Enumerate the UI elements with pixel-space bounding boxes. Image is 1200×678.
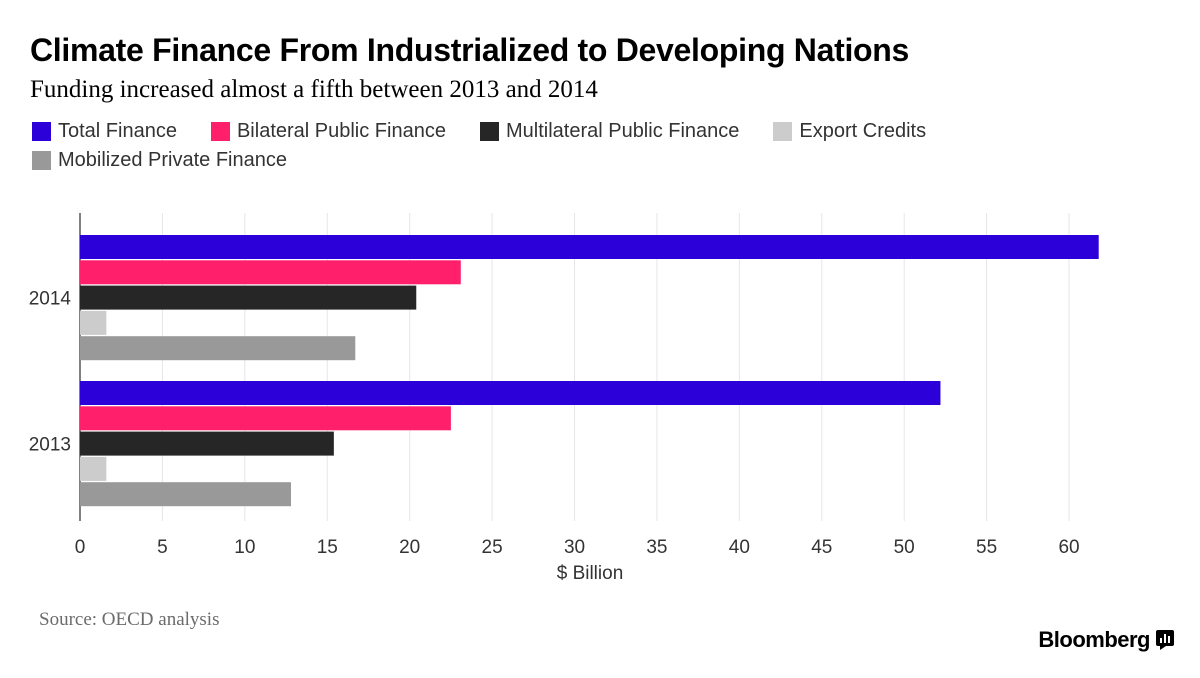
legend-swatch [32, 150, 51, 170]
brand-name: Bloomberg [1038, 627, 1150, 652]
x-tick-label: 40 [729, 537, 750, 558]
bar-2014-4 [80, 310, 107, 335]
legend-item: Total Finance [32, 120, 177, 142]
legend-label: Multilateral Public Finance [505, 119, 740, 142]
legend-item: Mobilized Private Finance [32, 149, 287, 171]
x-tick-label: 0 [75, 537, 86, 558]
y-tick-label: 2013 [29, 435, 71, 456]
x-tick-label: 35 [646, 537, 667, 558]
bar-2013-4 [80, 456, 107, 481]
x-axis-label: $ Billion [557, 563, 624, 584]
legend-swatch [32, 121, 51, 141]
legend-label: Mobilized Private Finance [58, 148, 287, 171]
bloomberg-logo: Bloomberg [1038, 627, 1174, 653]
source-note: Source: OECD analysis [39, 609, 220, 630]
x-tick-label: 30 [564, 537, 585, 558]
x-tick-label: 60 [1058, 537, 1079, 558]
bar-2014-1 [80, 235, 1099, 259]
chart-subtitle: Funding increased almost a fifth between… [30, 76, 598, 103]
legend-label: Bilateral Public Finance [236, 119, 446, 142]
bar-2014-2 [80, 260, 461, 285]
bar-2014-5 [80, 336, 356, 361]
x-tick-label: 55 [976, 537, 997, 558]
x-tick-label: 5 [157, 537, 168, 558]
legend-label: Total Finance [58, 119, 177, 142]
x-tick-label: 45 [811, 537, 832, 558]
x-tick-label: 15 [317, 537, 338, 558]
bar-2013-3 [80, 431, 334, 456]
x-tick-label: 10 [234, 537, 255, 558]
bar-2013-5 [80, 482, 291, 507]
legend-swatch [773, 121, 793, 141]
legend-swatch [210, 121, 230, 141]
bar-2014-3 [80, 285, 417, 310]
y-tick-label: 2014 [29, 289, 72, 310]
legend-label: Export Credits [799, 119, 927, 142]
legend: Total Finance Bilateral Public Finance Mul… [32, 120, 1032, 171]
legend-swatch [479, 121, 499, 141]
chart-title: Climate Finance From Industrialized to D… [30, 32, 910, 68]
legend-item: Bilateral Public Finance [210, 119, 446, 142]
bar-2013-1 [80, 381, 941, 405]
x-tick-label: 50 [894, 537, 915, 558]
bar-2013-2 [80, 406, 451, 431]
x-tick-label: 25 [482, 537, 503, 558]
legend-item: Multilateral Public Finance [479, 119, 740, 142]
x-tick-label: 20 [399, 537, 420, 558]
bloomberg-chart-icon [1156, 630, 1174, 650]
legend-item: Export Credits [773, 120, 926, 142]
